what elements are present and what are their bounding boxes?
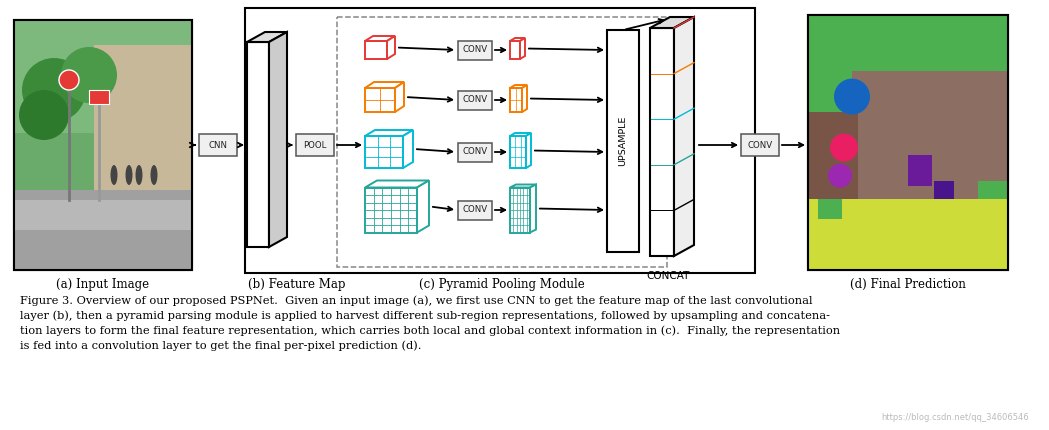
- Text: CONCAT: CONCAT: [646, 271, 689, 281]
- Bar: [14, 190, 192, 270]
- Bar: [934, 181, 954, 199]
- Bar: [296, 134, 334, 156]
- Text: (c) Pyramid Pooling Module: (c) Pyramid Pooling Module: [420, 278, 585, 291]
- Polygon shape: [520, 38, 524, 59]
- Polygon shape: [365, 41, 387, 59]
- Polygon shape: [395, 82, 404, 112]
- Circle shape: [830, 134, 858, 162]
- Text: Figure 3. Overview of our proposed PSPNet.  Given an input image (a), we first u: Figure 3. Overview of our proposed PSPNe…: [20, 295, 813, 306]
- Text: (b) Feature Map: (b) Feature Map: [249, 278, 346, 291]
- Bar: [808, 15, 1008, 270]
- Polygon shape: [510, 41, 520, 59]
- Text: POOL: POOL: [303, 141, 326, 150]
- Polygon shape: [365, 36, 395, 41]
- Bar: [650, 119, 675, 165]
- Ellipse shape: [150, 165, 157, 185]
- Text: is fed into a convolution layer to get the final per-pixel prediction (d).: is fed into a convolution layer to get t…: [20, 340, 422, 350]
- Polygon shape: [510, 133, 531, 136]
- Bar: [650, 165, 675, 210]
- Bar: [458, 40, 492, 59]
- Bar: [14, 200, 192, 230]
- Circle shape: [61, 47, 117, 103]
- Bar: [607, 30, 639, 252]
- Bar: [650, 210, 675, 256]
- Bar: [808, 112, 858, 209]
- Bar: [650, 74, 675, 119]
- Text: UPSAMPLE: UPSAMPLE: [619, 116, 627, 166]
- Polygon shape: [526, 133, 531, 168]
- Text: tion layers to form the final feature representation, which carries both local a: tion layers to form the final feature re…: [20, 325, 840, 335]
- Bar: [337, 17, 667, 267]
- Polygon shape: [510, 184, 536, 187]
- Bar: [14, 20, 192, 132]
- Bar: [458, 142, 492, 162]
- Polygon shape: [418, 181, 429, 233]
- Polygon shape: [365, 136, 403, 168]
- Polygon shape: [365, 88, 395, 112]
- Polygon shape: [403, 130, 413, 168]
- Polygon shape: [247, 32, 287, 42]
- Ellipse shape: [135, 165, 143, 185]
- Bar: [741, 134, 779, 156]
- Polygon shape: [510, 38, 524, 41]
- Bar: [14, 20, 192, 270]
- Polygon shape: [365, 82, 404, 88]
- Circle shape: [834, 79, 870, 115]
- Polygon shape: [510, 88, 522, 112]
- Bar: [818, 199, 842, 219]
- Text: https://blog.csdn.net/qq_34606546: https://blog.csdn.net/qq_34606546: [881, 413, 1029, 422]
- Bar: [14, 20, 192, 270]
- Polygon shape: [530, 184, 536, 233]
- Ellipse shape: [126, 165, 132, 185]
- Bar: [650, 28, 675, 74]
- Bar: [852, 71, 1008, 199]
- Bar: [458, 200, 492, 219]
- Polygon shape: [510, 85, 527, 88]
- Polygon shape: [387, 36, 395, 59]
- Circle shape: [59, 70, 79, 90]
- Text: CONV: CONV: [463, 46, 488, 55]
- Polygon shape: [510, 136, 526, 168]
- Text: CONV: CONV: [463, 147, 488, 157]
- Bar: [978, 181, 1008, 199]
- Polygon shape: [675, 17, 694, 256]
- Polygon shape: [247, 42, 269, 247]
- Bar: [808, 199, 1008, 270]
- Circle shape: [828, 164, 852, 187]
- Bar: [908, 155, 932, 186]
- Bar: [94, 45, 192, 208]
- Bar: [458, 90, 492, 110]
- Text: CONV: CONV: [463, 95, 488, 104]
- Polygon shape: [522, 85, 527, 112]
- Bar: [89, 90, 109, 104]
- Circle shape: [19, 90, 69, 140]
- Polygon shape: [650, 17, 694, 28]
- Bar: [808, 15, 1008, 270]
- Circle shape: [22, 58, 86, 122]
- Text: CNN: CNN: [209, 141, 228, 150]
- Text: (a) Input Image: (a) Input Image: [57, 278, 150, 291]
- Polygon shape: [365, 130, 413, 136]
- Polygon shape: [365, 187, 418, 233]
- Text: layer (b), then a pyramid parsing module is applied to harvest different sub-reg: layer (b), then a pyramid parsing module…: [20, 310, 830, 320]
- Text: (d) Final Prediction: (d) Final Prediction: [850, 278, 966, 291]
- Text: CONV: CONV: [463, 206, 488, 215]
- Polygon shape: [510, 187, 530, 233]
- Polygon shape: [269, 32, 287, 247]
- Text: CONV: CONV: [748, 141, 772, 150]
- Bar: [650, 28, 675, 256]
- Polygon shape: [365, 181, 429, 187]
- Ellipse shape: [110, 165, 117, 185]
- Bar: [808, 15, 1008, 142]
- Bar: [245, 8, 755, 273]
- Bar: [199, 134, 237, 156]
